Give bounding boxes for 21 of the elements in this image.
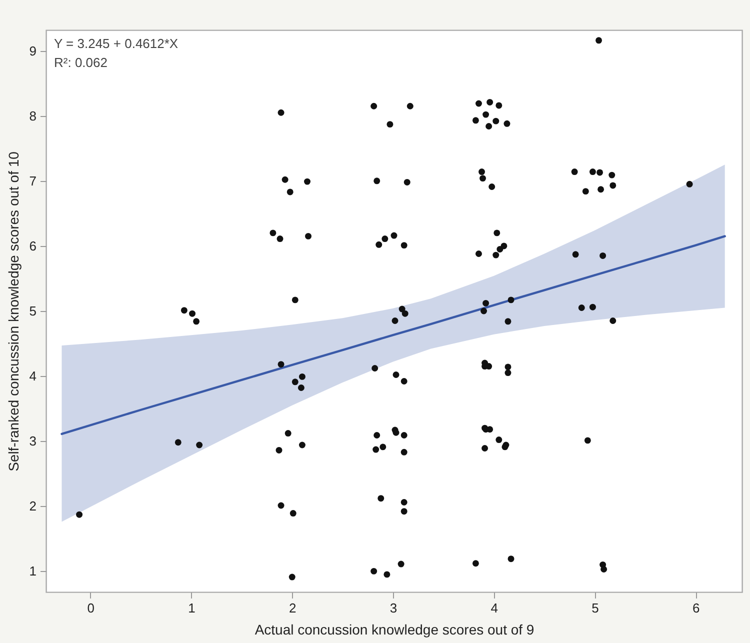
- x-tick-label: 0: [87, 600, 94, 616]
- x-tick-label: 3: [390, 600, 398, 616]
- y-tick-label: 7: [29, 173, 36, 188]
- x-axis-title: Actual concussion knowledge scores out of 9: [254, 622, 534, 638]
- x-tick-label: 5: [592, 600, 599, 616]
- x-tick-label: 1: [188, 600, 196, 616]
- y-axis-title: Self-ranked concussion knowledge scores out of 10: [5, 151, 22, 472]
- x-tick-label: 2: [289, 600, 296, 616]
- y-tick-label: 2: [29, 498, 36, 514]
- annotation: R²: 0.062: [54, 55, 108, 70]
- y-tick-label: 4: [29, 368, 36, 384]
- x-tick-label: 4: [490, 600, 498, 616]
- y-tick-label: 1: [29, 564, 36, 579]
- y-tick-label: 3: [29, 434, 36, 449]
- line-series: [60, 235, 726, 436]
- annotation: Y = 3.245 + 0.4612*X: [54, 36, 178, 51]
- x-tick-label: 6: [692, 600, 700, 616]
- y-tick-label: 5: [29, 304, 36, 318]
- y-tick-label: 6: [29, 238, 36, 254]
- y-tick-label: 9: [29, 43, 36, 58]
- y-tick-label: 8: [29, 108, 36, 124]
